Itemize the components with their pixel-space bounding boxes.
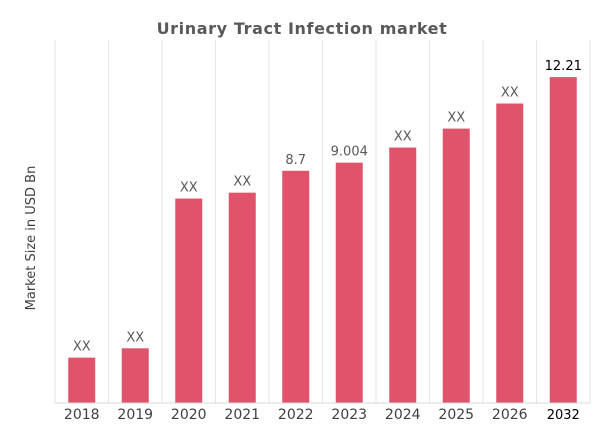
bar-2021 [228,192,256,403]
bar-2024 [389,147,417,403]
data-label-2018: XX [73,340,91,355]
data-label-2023: 9.004 [331,145,368,160]
chart-title: Urinary Tract Infection market [157,19,448,38]
x-tick-2023: 2023 [331,407,367,423]
x-tick-2026: 2026 [492,407,528,423]
bar-2020 [175,198,203,403]
x-tick-2022: 2022 [278,407,314,423]
x-tick-2019: 2019 [117,407,153,423]
bar-2022 [282,170,310,403]
data-label-2020: XX [180,181,198,196]
x-tick-2032: 2032 [547,408,580,423]
x-tick-2025: 2025 [438,407,474,423]
x-axis-ticks: 2018 2019 2020 2021 2022 2023 2024 2025 2026 2032 [64,407,580,423]
x-tick-2024: 2024 [385,407,421,423]
bar-2023 [335,162,363,403]
bar-2025 [442,128,470,404]
x-tick-2020: 2020 [171,407,207,423]
data-label-2024: XX [394,130,412,145]
bar-2018 [68,357,96,403]
data-label-2025: XX [447,111,465,126]
data-label-2019: XX [126,330,144,345]
gridlines [54,40,591,403]
bars [68,77,577,404]
x-tick-2018: 2018 [64,407,100,423]
data-label-2032: 12.21 [545,59,582,74]
y-axis-label: Market Size in USD Bn [24,166,39,311]
bar-2026 [496,103,524,404]
bar-2032 [549,77,577,403]
data-label-2026: XX [501,86,519,101]
data-label-2021: XX [233,175,251,190]
data-labels: XX XX XX XX 8.7 9.004 XX XX XX 12.21 [73,59,582,355]
data-label-2022: 8.7 [285,153,306,168]
x-tick-2021: 2021 [224,407,260,423]
bar-2019 [121,348,149,403]
